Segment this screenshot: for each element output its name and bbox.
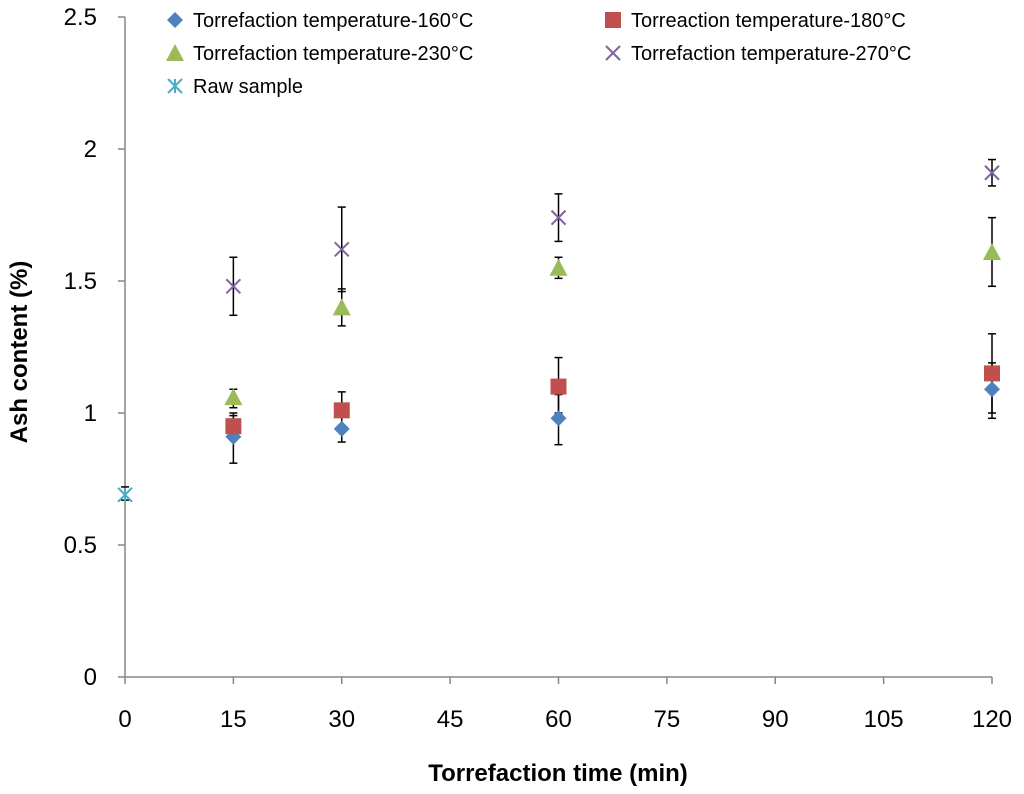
x-tick-label: 15 — [220, 706, 247, 733]
data-point — [550, 378, 567, 395]
data-point — [984, 381, 1000, 398]
data-point — [983, 242, 1001, 260]
legend-label: Raw sample — [193, 76, 303, 98]
data-point — [225, 278, 242, 294]
legend-label: Torrefaction temperature-230°C — [193, 43, 473, 65]
x-axis-title: Torrefaction time (min) — [428, 760, 688, 787]
legend-label: Torrefaction temperature-160°C — [193, 10, 473, 32]
legend-label: Torrefaction temperature-270°C — [631, 43, 911, 65]
y-tick-label: 2 — [84, 136, 97, 163]
legend-label: Torreaction temperature-180°C — [631, 10, 906, 32]
data-point — [332, 298, 351, 316]
data-point — [225, 418, 242, 435]
legend-marker — [167, 78, 183, 94]
x-tick-label: 90 — [762, 706, 789, 733]
data-point — [333, 402, 350, 419]
y-axis-title: Ash content (%) — [6, 261, 33, 444]
legend-marker — [167, 12, 183, 28]
y-tick-label: 2.5 — [64, 4, 97, 31]
y-tick-label: 1 — [84, 400, 97, 427]
data-point — [550, 410, 567, 427]
x-tick-label: 0 — [118, 706, 131, 733]
x-tick-label: 75 — [654, 706, 681, 733]
x-tick-label: 60 — [545, 706, 572, 733]
x-tick-label: 120 — [972, 706, 1012, 733]
data-point — [984, 165, 1000, 181]
legend-marker — [166, 44, 184, 61]
y-tick-label: 0 — [84, 664, 97, 691]
legend-marker — [605, 12, 621, 28]
data-point — [549, 258, 568, 276]
data-point — [984, 365, 1000, 382]
x-tick-label: 45 — [437, 706, 464, 733]
data-point — [333, 420, 350, 437]
x-tick-label: 105 — [864, 706, 904, 733]
data-point — [550, 209, 567, 226]
data-point — [117, 487, 133, 503]
y-tick-label: 1.5 — [64, 268, 97, 295]
x-tick-label: 30 — [328, 706, 355, 733]
legend-marker — [605, 45, 621, 61]
data-point — [224, 388, 243, 406]
data-point — [334, 241, 350, 258]
y-tick-label: 0.5 — [64, 532, 97, 559]
